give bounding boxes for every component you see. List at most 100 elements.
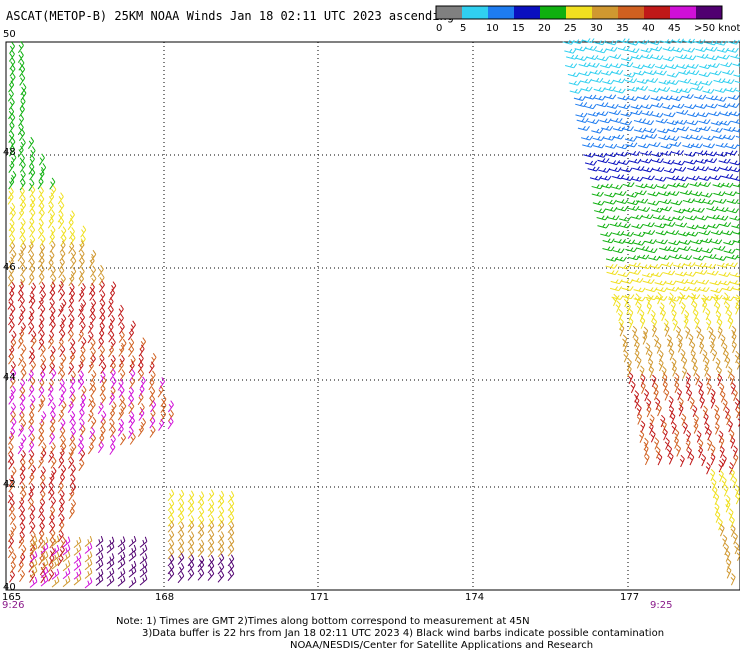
wind-barb <box>730 54 740 59</box>
wind-barb <box>636 198 649 204</box>
wind-barb <box>49 416 56 429</box>
wind-barb <box>694 262 707 268</box>
wind-barb <box>636 412 643 425</box>
wind-barb <box>690 340 696 354</box>
wind-barb <box>88 256 95 269</box>
wind-barb <box>128 345 135 358</box>
wind-barb <box>732 286 740 291</box>
wind-barb <box>634 340 640 353</box>
wind-barb <box>187 531 195 544</box>
wind-barb <box>636 246 650 251</box>
wind-barb <box>583 152 596 158</box>
wind-barb <box>604 94 617 100</box>
wind-barb <box>60 536 67 549</box>
wind-barb <box>19 178 26 191</box>
wind-barb <box>128 411 135 424</box>
wind-barb <box>106 536 115 548</box>
wind-barb <box>621 176 634 181</box>
wind-barb <box>128 577 137 589</box>
wind-barb <box>696 326 702 339</box>
legend-swatch <box>488 6 514 19</box>
wind-barb <box>59 249 66 262</box>
wind-barb <box>10 523 17 536</box>
wind-barb <box>737 414 740 427</box>
wind-barb <box>9 410 16 423</box>
wind-barb <box>49 209 56 222</box>
wind-barb <box>88 427 96 440</box>
wind-barb <box>618 104 631 110</box>
wind-barb <box>735 89 740 93</box>
wind-barb <box>217 562 225 575</box>
wind-barb <box>605 40 618 46</box>
wind-barb <box>614 256 627 262</box>
wind-barb <box>647 349 653 362</box>
wind-barb <box>197 515 205 528</box>
wind-barb <box>139 574 148 586</box>
wind-barb <box>129 432 136 445</box>
wind-barb <box>207 489 215 502</box>
wind-barb <box>716 310 722 323</box>
latitude-labels: 50 48 46 44 42 40 <box>3 29 16 593</box>
wind-barb <box>705 307 711 321</box>
wind-barb <box>28 385 35 398</box>
wind-barb <box>641 272 655 278</box>
wind-barb <box>29 185 36 198</box>
wind-barb <box>648 365 655 378</box>
wind-barb <box>730 573 736 586</box>
wind-barb <box>17 424 24 437</box>
wind-barb <box>707 438 713 452</box>
wind-barb <box>197 539 205 552</box>
wind-barb <box>27 369 34 382</box>
legend-swatch <box>670 6 696 19</box>
wind-barb <box>149 386 156 399</box>
wind-barb <box>632 64 645 70</box>
wind-barb <box>593 95 606 101</box>
wind-barb <box>692 207 705 213</box>
wind-barb <box>18 536 25 549</box>
wind-barb <box>108 314 115 327</box>
wind-barb <box>627 206 640 211</box>
wind-barb <box>702 199 715 205</box>
wind-barb <box>625 302 631 315</box>
wind-barb <box>27 457 34 470</box>
wind-barb <box>679 88 692 94</box>
wind-barb <box>609 110 622 116</box>
wind-barb <box>716 366 722 379</box>
wind-barb <box>78 442 85 455</box>
wind-barb <box>710 468 716 482</box>
wind-barb <box>655 287 668 293</box>
wind-barb <box>9 561 16 574</box>
wind-barb <box>632 325 638 339</box>
wind-barb <box>177 562 185 575</box>
wind-barb <box>592 200 605 206</box>
wind-barb <box>646 302 652 315</box>
wind-barb <box>627 255 641 261</box>
wind-barb <box>40 575 49 587</box>
wind-barb <box>19 64 26 77</box>
wind-barb <box>139 376 146 389</box>
wind-barb <box>629 158 642 164</box>
wind-barb <box>715 510 721 523</box>
wind-barb <box>663 168 677 174</box>
wind-barb <box>729 280 740 286</box>
wind-barb <box>70 427 77 440</box>
wind-barb <box>27 497 34 510</box>
wind-barb <box>668 240 681 246</box>
wind-barb <box>731 332 737 345</box>
wind-barb <box>106 567 115 579</box>
wind-barb <box>7 274 15 287</box>
wind-barb <box>149 416 156 429</box>
wind-barb <box>651 317 658 330</box>
wind-barb <box>597 158 610 164</box>
wind-barb <box>9 41 16 54</box>
wind-barb <box>73 536 82 548</box>
wind-barb <box>622 239 636 245</box>
wind-barb <box>29 551 38 563</box>
wind-barb <box>710 288 723 294</box>
wind-barb <box>78 240 85 253</box>
wind-barb <box>19 275 26 288</box>
wind-barb <box>58 545 65 558</box>
wind-barb <box>636 404 642 417</box>
wind-barb <box>732 388 738 402</box>
wind-barb <box>59 369 66 382</box>
